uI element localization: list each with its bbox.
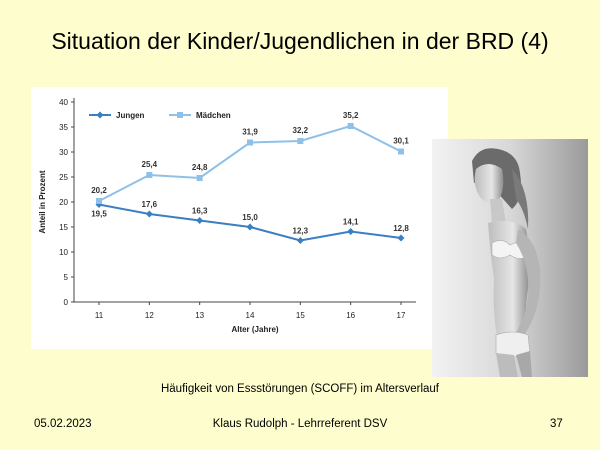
- person-photo-icon: [432, 139, 588, 377]
- data-label: 24,8: [192, 163, 208, 172]
- legend-label: Jungen: [116, 111, 145, 120]
- y-tick-label: 5: [64, 273, 69, 282]
- data-point-jungen: [347, 228, 355, 235]
- y-tick-label: 20: [59, 198, 68, 207]
- y-tick-label: 15: [59, 223, 68, 232]
- data-point-jungen: [296, 237, 304, 244]
- data-label: 17,6: [142, 200, 158, 209]
- line-chart: 0 5 10 15 20 25 30 35 40 11 12 13 14 15 16 17 Alter (Jah…: [38, 98, 416, 334]
- x-tick-label: 14: [246, 311, 255, 320]
- data-point-maedchen: [146, 172, 153, 178]
- data-point-jungen: [397, 234, 405, 242]
- data-label: 19,5: [91, 210, 107, 219]
- data-label: 16,3: [192, 207, 208, 216]
- data-label: 30,1: [393, 137, 409, 146]
- data-label: 15,0: [242, 213, 258, 222]
- data-point-maedchen: [96, 198, 102, 204]
- data-label: 35,2: [343, 111, 359, 120]
- legend-marker: [177, 112, 183, 118]
- data-point-maedchen: [247, 139, 253, 146]
- data-point-maedchen: [297, 138, 304, 144]
- data-label: 14,1: [343, 218, 359, 227]
- footer-date: 05.02.2023: [34, 418, 92, 430]
- slide-title: Situation der Kinder/Jugendlichen in der…: [51, 28, 549, 54]
- data-label: 12,8: [393, 224, 409, 233]
- y-tick-label: 25: [59, 173, 68, 182]
- y-axis-title: Anteil in Prozent: [38, 170, 47, 233]
- data-point-jungen: [246, 223, 254, 231]
- x-tick-label: 13: [195, 311, 204, 320]
- chart-caption: Häufigkeit von Essstörungen (SCOFF) im A…: [160, 383, 440, 395]
- data-label: 25,4: [142, 160, 158, 169]
- x-tick-label: 16: [346, 311, 355, 320]
- legend-label: Mädchen: [196, 111, 231, 120]
- y-tick-label: 40: [59, 98, 68, 107]
- x-tick-label: 17: [397, 311, 406, 320]
- x-axis-title: Alter (Jahre): [231, 325, 278, 334]
- footer-page-number: 37: [550, 418, 563, 430]
- chart-panel: 0 5 10 15 20 25 30 35 40 11 12 13 14 15 16 17 Alter (Jah…: [31, 87, 448, 349]
- data-label: 31,9: [242, 128, 258, 137]
- data-point-jungen: [145, 210, 153, 218]
- x-tick-label: 15: [296, 311, 305, 320]
- y-tick-label: 35: [59, 123, 68, 132]
- y-tick-label: 30: [59, 148, 68, 157]
- x-tick-label: 11: [95, 311, 104, 320]
- data-label: 32,2: [293, 126, 309, 135]
- data-point-maedchen: [347, 123, 354, 129]
- legend-marker: [96, 111, 104, 119]
- y-tick-label: 0: [64, 298, 69, 307]
- data-label: 12,3: [293, 227, 309, 236]
- data-label: 20,2: [91, 186, 107, 195]
- data-point-maedchen: [196, 175, 203, 181]
- x-tick-label: 12: [145, 311, 154, 320]
- footer-author: Klaus Rudolph - Lehrreferent DSV: [212, 418, 388, 430]
- data-point-maedchen: [398, 148, 404, 155]
- data-point-jungen: [196, 217, 204, 224]
- y-tick-label: 10: [59, 248, 68, 257]
